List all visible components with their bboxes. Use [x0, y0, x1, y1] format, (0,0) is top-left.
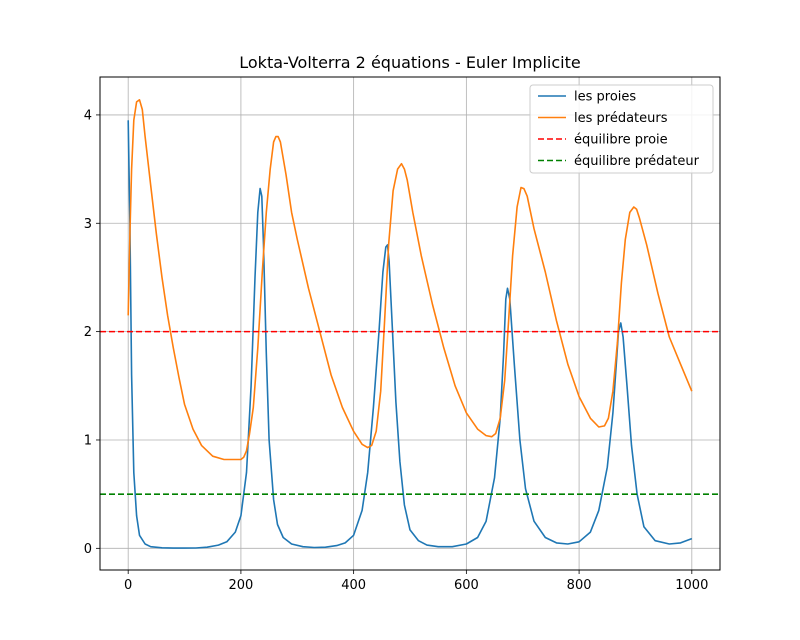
y-tick-label: 4 [84, 108, 92, 123]
x-tick-label: 800 [567, 578, 592, 593]
y-tick-label: 3 [84, 217, 92, 232]
x-tick-label: 200 [228, 578, 253, 593]
x-tick-label: 600 [454, 578, 479, 593]
legend-box [529, 84, 714, 174]
predator-line [127, 99, 693, 461]
legend-label: équilibre prédateur [574, 154, 700, 169]
legend-label: les prédateurs [574, 111, 668, 126]
y-tick-label: 1 [84, 433, 92, 448]
plot-area [100, 99, 720, 549]
legend-label: les proies [574, 90, 636, 105]
legend: les proies les prédateurs équilibre proie é… [529, 84, 714, 174]
y-tick-label: 0 [84, 542, 92, 557]
legend-label: équilibre proie [574, 133, 668, 148]
x-tick-label: 1000 [675, 578, 708, 593]
x-tick-label: 400 [341, 578, 366, 593]
y-tick-label: 2 [84, 325, 92, 340]
axes-frame [99, 76, 721, 571]
axes: 0 200 400 600 800 1000 0 1 2 3 4 [84, 108, 709, 593]
chart-title: Lokta-Volterra 2 équations - Euler Impli… [239, 53, 580, 72]
x-tick-label: 0 [124, 578, 132, 593]
